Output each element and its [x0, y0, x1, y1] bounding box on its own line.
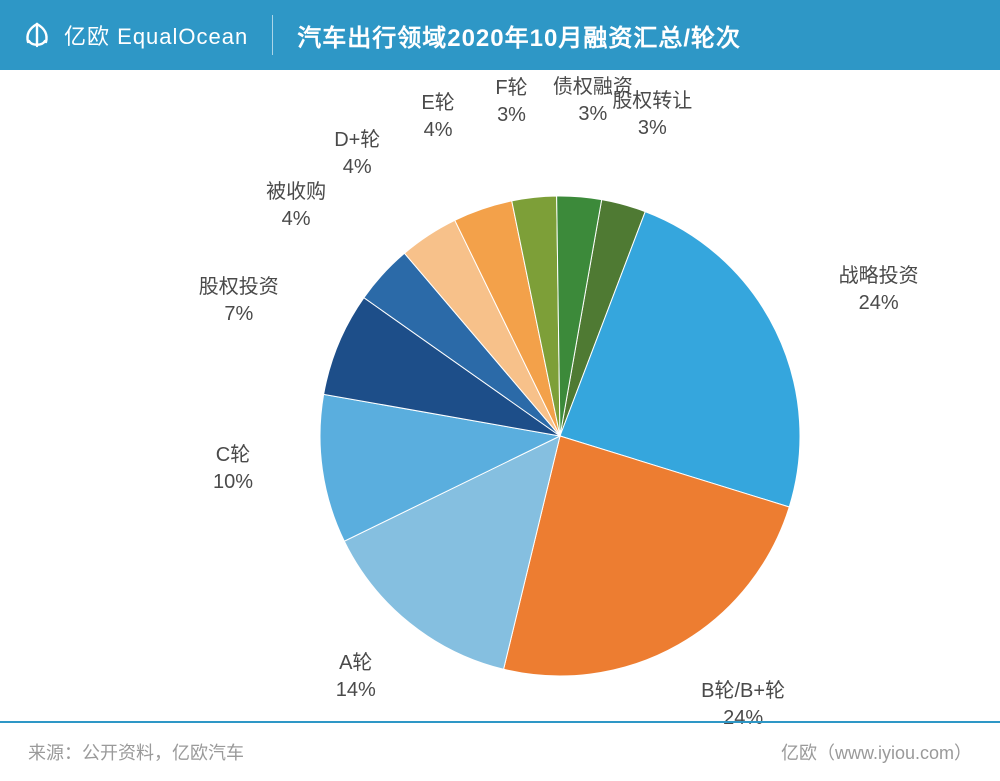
slice-name: 战略投资 [839, 263, 919, 290]
slice-label: C轮10% [213, 442, 253, 496]
brand-text: 亿欧 EqualOcean [64, 19, 248, 51]
slice-label: E轮4% [421, 90, 454, 144]
slice-pct: 3% [553, 101, 633, 128]
brand-cn: 亿欧 [64, 24, 110, 49]
slice-name: C轮 [213, 442, 253, 469]
footer-credit: 亿欧（www.iyiou.com） [781, 739, 972, 765]
slice-name: D+轮 [334, 127, 380, 154]
brand-logo-icon [20, 18, 54, 52]
pie-svg [0, 70, 1000, 721]
slice-name: 被收购 [266, 179, 326, 206]
header-bar: 亿欧 EqualOcean 汽车出行领域2020年10月融资汇总/轮次 [0, 0, 1000, 70]
slice-name: E轮 [421, 90, 454, 117]
slice-label: 股权投资7% [199, 274, 279, 328]
slice-pct: 4% [334, 154, 380, 181]
slice-name: 股权投资 [199, 274, 279, 301]
brand-en: EqualOcean [117, 24, 248, 49]
slice-pct: 24% [839, 290, 919, 317]
source-prefix: 来源： [28, 743, 82, 763]
source-line: 来源：公开资料，亿欧汽车 [28, 739, 244, 765]
pie-chart: 股权转让3%战略投资24%B轮/B+轮24%A轮14%C轮10%股权投资7%被收… [0, 70, 1000, 721]
slice-pct: 10% [213, 469, 253, 496]
slice-name: 债权融资 [553, 74, 633, 101]
slice-label: 被收购4% [266, 179, 326, 233]
slice-label: A轮14% [336, 650, 376, 704]
slice-label: D+轮4% [334, 127, 380, 181]
slice-name: A轮 [336, 650, 376, 677]
brand-block: 亿欧 EqualOcean [0, 0, 272, 70]
slice-label: F轮3% [495, 75, 527, 129]
slice-pct: 4% [266, 206, 326, 233]
slice-pct: 3% [495, 102, 527, 129]
slice-name: F轮 [495, 75, 527, 102]
slice-name: B轮/B+轮 [701, 678, 785, 705]
slice-pct: 7% [199, 301, 279, 328]
slice-pct: 14% [336, 677, 376, 704]
slice-label: 战略投资24% [839, 263, 919, 317]
source-text: 公开资料，亿欧汽车 [82, 743, 244, 763]
slice-label: 债权融资3% [553, 74, 633, 128]
footer-bar: 来源：公开资料，亿欧汽车 亿欧（www.iyiou.com） [0, 721, 1000, 781]
slice-pct: 4% [421, 117, 454, 144]
page-title: 汽车出行领域2020年10月融资汇总/轮次 [273, 18, 741, 53]
